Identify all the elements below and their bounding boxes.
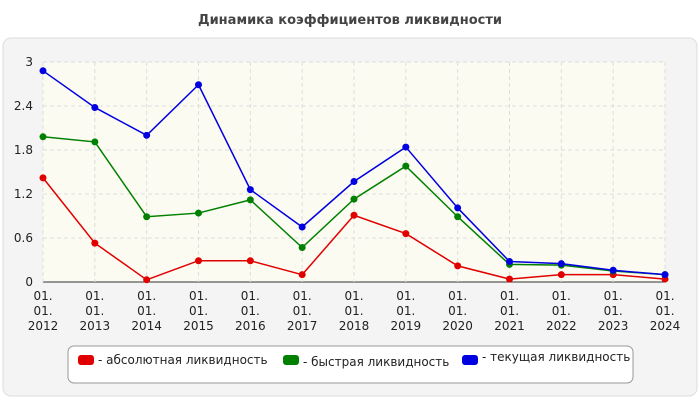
legend-label: - абсолютная ликвидность [98, 353, 268, 367]
x-tick-label: 01. 01. 2021 [494, 289, 525, 333]
point [91, 138, 99, 146]
legend-swatch [78, 355, 94, 365]
point [298, 244, 306, 252]
y-tick-label: 0.6 [14, 231, 33, 245]
point [39, 67, 47, 75]
point [506, 275, 513, 283]
point [454, 204, 462, 212]
y-tick-label: 2.4 [14, 99, 33, 113]
legend [67, 345, 634, 384]
y-tick-label: 1.2 [14, 187, 33, 201]
point [195, 209, 202, 217]
x-tick-label: 01. 01. 2013 [80, 289, 111, 333]
y-tick-label: 0 [25, 275, 33, 289]
x-tick-label: 01. 01. 2016 [235, 289, 266, 333]
x-tick-label: 01. 01. 2017 [287, 289, 318, 333]
point [195, 81, 202, 89]
point [402, 162, 410, 170]
x-tick-label: 01. 01. 2018 [339, 289, 370, 333]
point [454, 262, 462, 270]
point [609, 266, 617, 274]
point [246, 257, 254, 265]
x-tick-label: 01. 01. 2015 [183, 289, 214, 333]
legend-label: - быстрая ликвидность [303, 355, 449, 369]
point [298, 223, 306, 231]
point [557, 271, 565, 279]
point [143, 213, 151, 221]
point [143, 276, 151, 284]
plot-area [43, 62, 665, 282]
point [402, 143, 410, 151]
x-tick-label: 01. 01. 2020 [442, 289, 473, 333]
x-tick-label: 01. 01. 2014 [131, 289, 162, 333]
point [298, 271, 306, 279]
point [39, 174, 47, 182]
point [195, 257, 202, 265]
point [246, 186, 254, 194]
legend-swatch [462, 355, 478, 365]
point [661, 271, 669, 279]
point [246, 196, 254, 204]
chart-title: Динамика коэффициентов ликвидности [198, 13, 502, 28]
point [350, 195, 358, 203]
point [402, 230, 410, 238]
point [143, 131, 151, 139]
point [91, 239, 99, 247]
x-tick-label: 01. 01. 2022 [546, 289, 577, 333]
point [39, 133, 47, 141]
point [350, 211, 358, 219]
point [454, 213, 462, 221]
x-tick-label: 01. 01. 2012 [28, 289, 59, 333]
point [350, 178, 358, 186]
point [506, 257, 513, 265]
legend-swatch [283, 355, 299, 365]
x-tick-label: 01. 01. 2019 [391, 289, 422, 333]
y-tick-label: 3 [25, 55, 33, 69]
y-tick-label: 1.8 [14, 143, 33, 157]
x-tick-label: 01. 01. 2023 [598, 289, 629, 333]
x-tick-label: 01. 01. 2024 [650, 289, 681, 333]
point [91, 103, 99, 111]
point [557, 260, 565, 268]
legend-label: - текущая ликвидность [482, 350, 630, 364]
